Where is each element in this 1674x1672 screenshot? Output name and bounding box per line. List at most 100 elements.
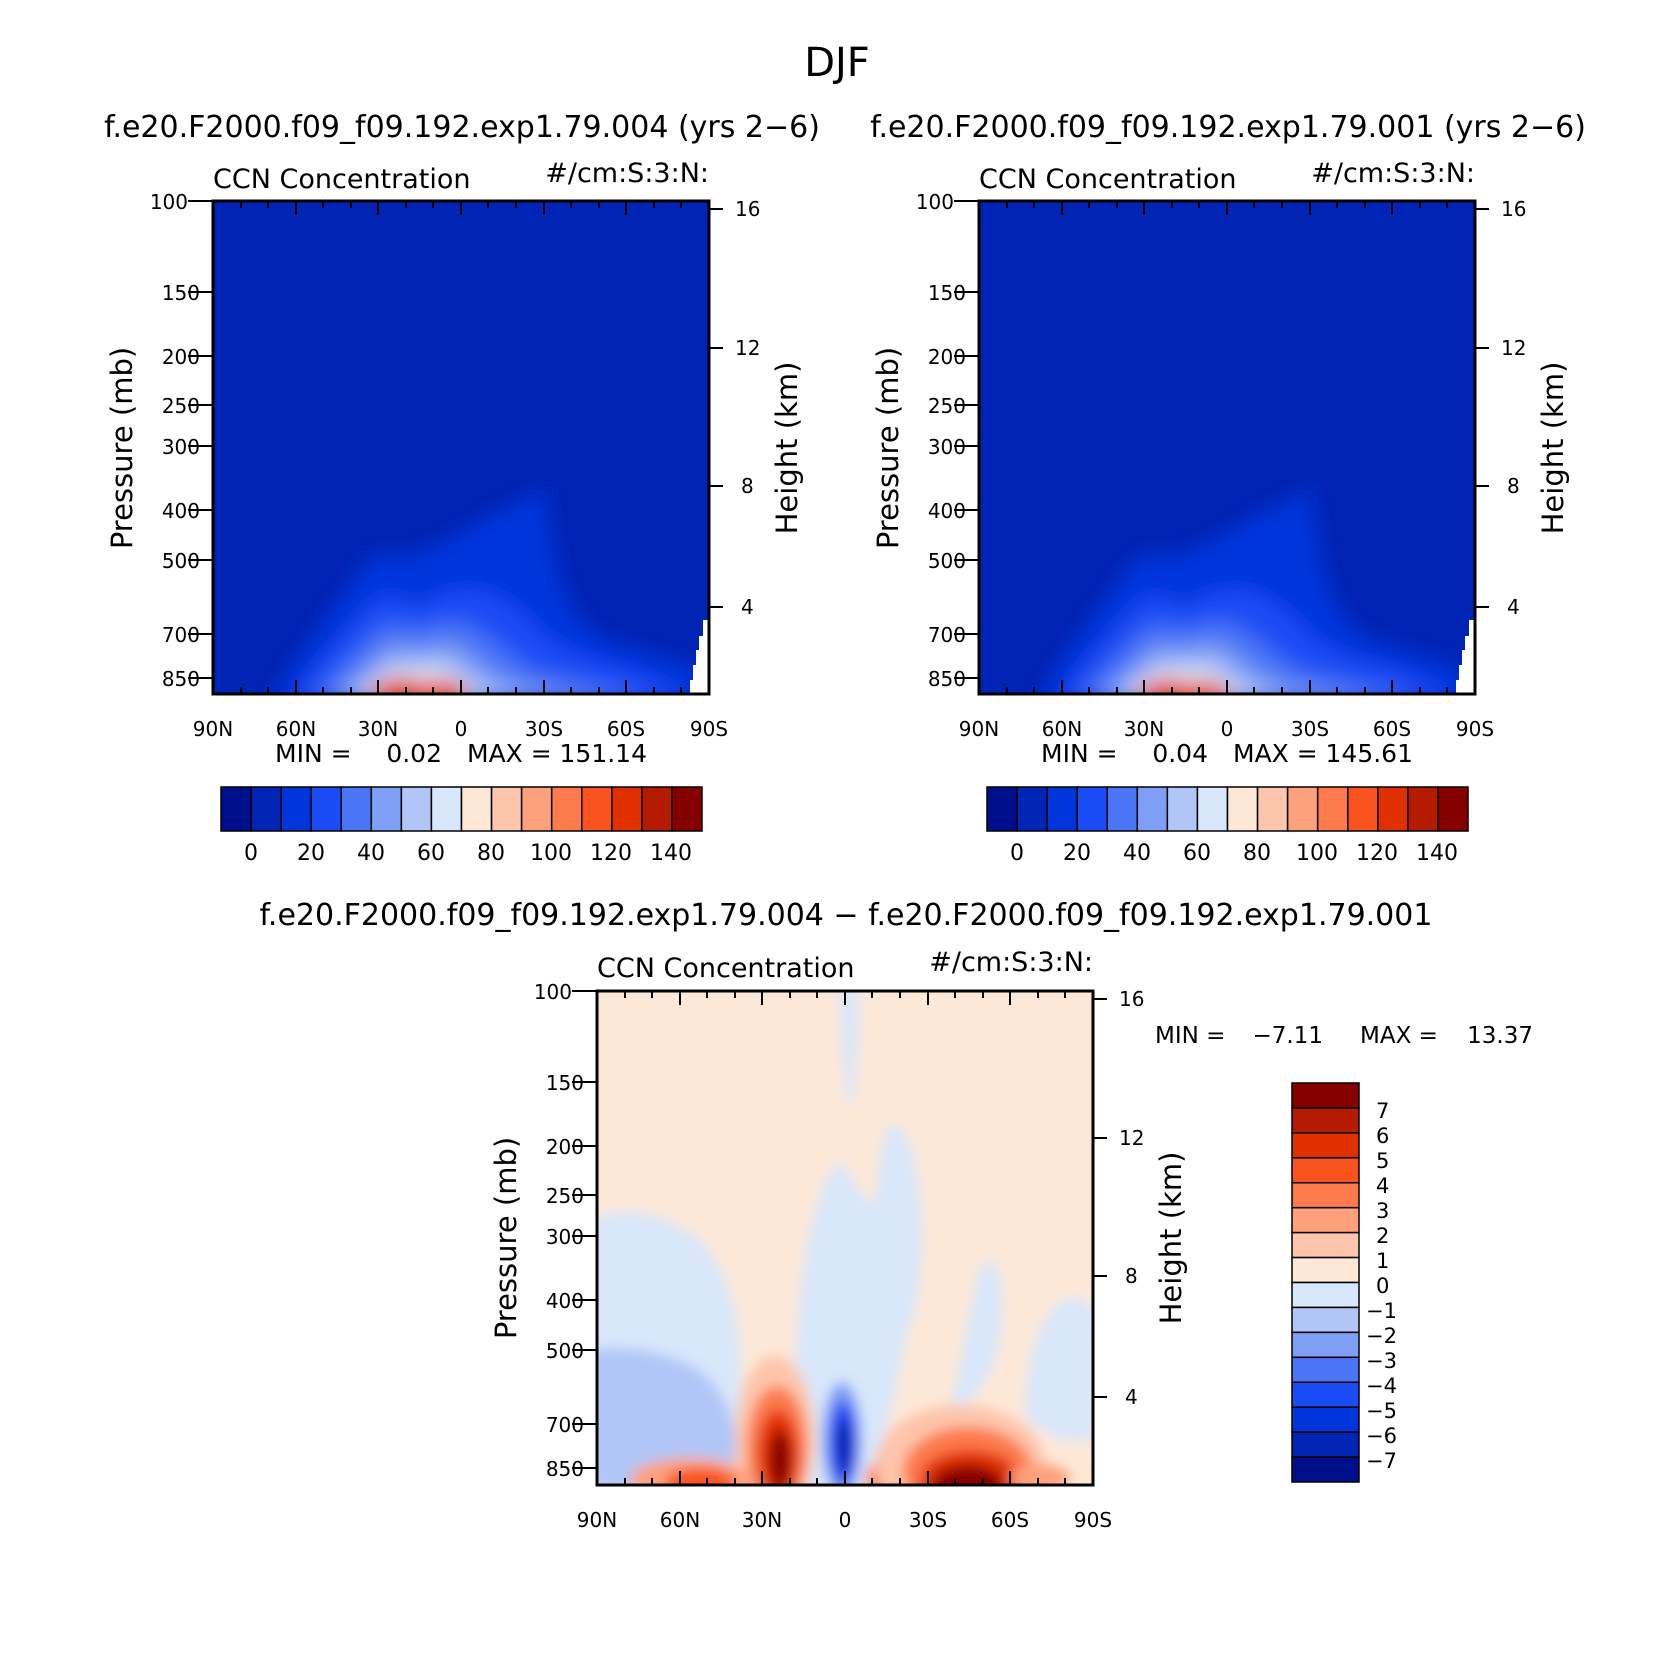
panel-b-y-right-axis-label: Height (km)	[1536, 362, 1570, 535]
y-tick-label: 300	[162, 435, 200, 459]
y-tick-label: 200	[928, 345, 966, 369]
colorbar-label: 60	[1183, 841, 1211, 866]
x-tick-label: 60S	[1373, 717, 1411, 741]
colorbar-swatch	[310, 786, 342, 832]
panel-c-pos-west-band-core	[665, 1468, 735, 1485]
panel-a-x-tick-labels: 90N 60N 30N 0 30S 60S 90S	[193, 717, 728, 741]
panel-c: f.e20.F2000.f09_f09.192.exp1.79.004 − f.…	[260, 898, 1533, 1532]
colorbar-swatch	[641, 786, 673, 832]
panel-b-min-value: 0.04	[1152, 739, 1208, 768]
x-tick-label: 60N	[1042, 717, 1082, 741]
panel-a-max-value: 151.14	[560, 739, 647, 768]
colorbar-label: 80	[477, 841, 505, 866]
colorbar-swatch	[460, 786, 493, 832]
colorbar-swatch	[1291, 1356, 1360, 1383]
colorbar-label: 140	[1416, 841, 1458, 866]
panel-c-y-right-axis-label: Height (km)	[1154, 1152, 1188, 1325]
panel-b: f.e20.F2000.f09_f09.192.exp1.79.001 (yrs…	[870, 110, 1586, 866]
y-tick-label: 300	[546, 1225, 584, 1249]
colorbar-swatch	[1377, 786, 1409, 832]
colorbar-label: 7	[1376, 1099, 1389, 1123]
colorbar-label: 100	[1296, 841, 1338, 866]
y-tick-label: 700	[546, 1413, 584, 1437]
y-right-tick-label: 8	[741, 474, 754, 498]
panel-c-neg-region-stem	[840, 991, 859, 1110]
panel-c-neg-region-south	[950, 1260, 1003, 1410]
x-tick-label: 90S	[1074, 1508, 1112, 1532]
panel-c-colorbar-labels: 7 6 5 4 3 2 1 0 −1 −2 −3 −4 −5 −6 −7	[1366, 1099, 1397, 1473]
colorbar-label: 120	[590, 841, 632, 866]
colorbar-swatch	[1256, 786, 1289, 832]
y-right-tick-label: 12	[1501, 336, 1526, 360]
y-right-tick-label: 16	[1501, 197, 1526, 221]
panel-b-core-b	[1182, 681, 1230, 694]
panel-b-x-tick-labels: 90N 60N 30N 0 30S 60S 90S	[959, 717, 1494, 741]
panel-b-units-label: #/cm:S:3:N:	[1311, 158, 1475, 189]
colorbar-swatch	[1076, 786, 1108, 832]
panel-c-x-ticks	[596, 991, 1094, 1485]
colorbar-label: 1	[1376, 1249, 1389, 1273]
x-tick-label: 90N	[577, 1508, 617, 1532]
colorbar-label: 3	[1376, 1199, 1389, 1223]
panel-c-y-right-tick-labels: 16 12 8 4	[1119, 987, 1144, 1409]
colorbar-label: 5	[1376, 1149, 1389, 1173]
colorbar-swatch	[1046, 786, 1078, 832]
colorbar-label: 0	[1376, 1274, 1389, 1298]
panel-a-y-ticks	[188, 200, 723, 679]
colorbar-swatch	[1291, 1256, 1360, 1284]
colorbar-swatch	[1291, 1331, 1360, 1359]
y-tick-label: 250	[162, 394, 200, 418]
panel-b-y-axis-label: Pressure (mb)	[871, 347, 905, 549]
y-tick-label: 200	[546, 1135, 584, 1159]
colorbar-label: −7	[1366, 1449, 1397, 1473]
y-tick-label: 400	[162, 499, 200, 523]
panel-c-units-label: #/cm:S:3:N:	[929, 947, 1093, 978]
x-tick-label: 30N	[742, 1508, 782, 1532]
y-tick-label: 500	[928, 549, 966, 573]
colorbar-swatch	[1106, 786, 1139, 832]
colorbar-swatch	[490, 786, 523, 832]
panel-c-pos-lobe-core	[769, 1430, 791, 1485]
colorbar-swatch	[1291, 1456, 1360, 1483]
x-tick-label: 30N	[358, 717, 398, 741]
panel-b-core-d	[1199, 693, 1213, 694]
y-right-tick-label: 12	[1119, 1126, 1144, 1150]
colorbar-label: −6	[1366, 1424, 1397, 1448]
panel-c-max-value: 13.37	[1467, 1023, 1533, 1049]
y-tick-label: 250	[928, 394, 966, 418]
x-tick-label: 0	[455, 717, 468, 741]
panel-c-neg-region-lower	[597, 1348, 736, 1485]
colorbar-label: 20	[297, 841, 325, 866]
colorbar-swatch	[1291, 1157, 1360, 1184]
x-tick-label: 0	[1221, 717, 1234, 741]
colorbar-swatch	[400, 786, 433, 832]
x-tick-label: 90N	[959, 717, 999, 741]
colorbar-label: 4	[1376, 1174, 1389, 1198]
y-right-tick-label: 8	[1507, 474, 1520, 498]
colorbar-label: 40	[1123, 841, 1151, 866]
panel-a-x-ticks	[212, 201, 710, 694]
colorbar-swatch	[1291, 1107, 1360, 1134]
panel-a-y-axis-label: Pressure (mb)	[105, 347, 139, 549]
panel-b-field	[979, 201, 1475, 694]
panel-b-max-value: 145.61	[1326, 739, 1413, 768]
colorbar-label: −3	[1366, 1349, 1397, 1373]
y-tick-label: 150	[928, 281, 966, 305]
panel-c-pos-south-fringe	[1010, 1464, 1070, 1485]
colorbar-swatch	[1291, 1082, 1360, 1109]
colorbar-swatch	[1291, 1281, 1360, 1309]
x-tick-label: 90S	[1456, 717, 1494, 741]
colorbar-swatch	[1291, 1431, 1360, 1458]
x-tick-label: 30N	[1124, 717, 1164, 741]
y-tick-label: 150	[546, 1071, 584, 1095]
y-tick-label: 250	[546, 1184, 584, 1208]
colorbar-swatch	[1196, 786, 1229, 832]
y-tick-label: 500	[162, 549, 200, 573]
panel-c-min-label: MIN =	[1155, 1023, 1225, 1049]
panel-b-variable-label: CCN Concentration	[979, 164, 1237, 195]
panel-c-colorbar	[1291, 1082, 1360, 1483]
y-tick-label: 700	[162, 623, 200, 647]
x-tick-label: 90N	[193, 717, 233, 741]
colorbar-swatch	[581, 786, 613, 832]
panel-b-max-label: MAX =	[1233, 739, 1318, 768]
